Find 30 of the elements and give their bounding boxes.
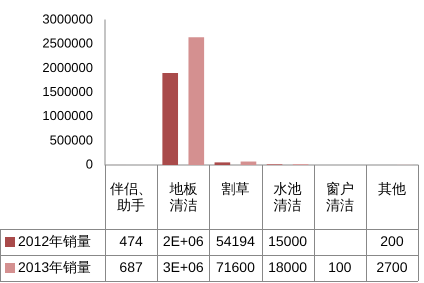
data-label: 2E+06	[162, 232, 204, 249]
bar	[214, 162, 230, 165]
data-label: 18000	[268, 258, 308, 275]
data-label: 100	[328, 258, 352, 275]
x-tick-label: 其他	[378, 180, 406, 196]
bar	[162, 73, 178, 165]
data-label: 54194	[216, 232, 256, 249]
data-label: 200	[380, 232, 404, 249]
y-tick-label: 1500000	[42, 84, 93, 99]
data-label: 687	[119, 258, 143, 275]
data-label: 15000	[268, 232, 308, 249]
y-tick-label: 2500000	[42, 36, 93, 51]
x-tick-label: 窗户清洁	[326, 180, 354, 214]
x-tick-label: 伴侣、助手	[110, 180, 152, 214]
legend-label: 2013年销量	[18, 258, 92, 275]
data-label: 2700	[376, 258, 408, 275]
bar	[240, 162, 256, 165]
y-tick-label: 1000000	[42, 108, 93, 124]
bar	[188, 37, 204, 165]
y-tick-label: 2000000	[42, 60, 93, 75]
x-tick-label: 割草	[221, 180, 250, 196]
y-tick-label: 500000	[50, 132, 93, 148]
data-label: 71600	[216, 258, 256, 275]
x-tick-label: 水池清洁	[274, 180, 302, 214]
y-tick-label: 3000000	[42, 11, 93, 26]
data-label: 474	[119, 232, 143, 249]
legend-label: 2012年销量	[18, 232, 92, 249]
x-tick-label: 地板清洁	[168, 180, 198, 214]
y-tick-label: 0	[86, 156, 93, 172]
data-label: 3E+06	[162, 258, 204, 275]
